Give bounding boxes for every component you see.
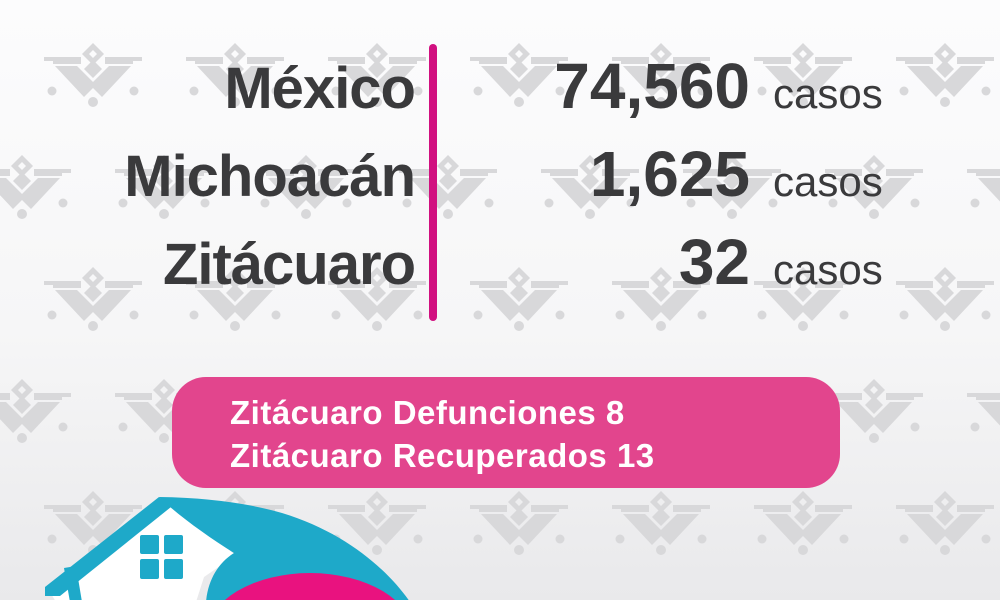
aztec-emblem-icon xyxy=(611,490,711,556)
aztec-emblem-icon xyxy=(0,490,1,556)
aztec-emblem-icon xyxy=(753,266,853,332)
aztec-emblem-icon xyxy=(469,490,569,556)
aztec-emblem-icon xyxy=(895,490,995,556)
aztec-emblem-icon xyxy=(43,42,143,108)
aztec-emblem-icon xyxy=(327,42,427,108)
aztec-emblem-icon xyxy=(540,154,640,220)
aztec-emblem-icon xyxy=(753,42,853,108)
house-window xyxy=(140,535,183,579)
stat-row-zitacuaro: Zitácuaro 32 casos xyxy=(0,218,1000,306)
aztec-emblem-icon xyxy=(469,266,569,332)
aztec-emblem-icon xyxy=(43,266,143,332)
cases-value: 1,625 xyxy=(589,138,750,210)
banner-line-recuperados: Zitácuaro Recuperados 13 xyxy=(230,437,655,474)
cases-value: 74,560 xyxy=(554,50,750,122)
aztec-emblem-icon xyxy=(327,266,427,332)
cases-unit: casos xyxy=(773,158,883,205)
region-label: Zitácuaro xyxy=(162,232,416,297)
stat-row-michoacan: Michoacán 1,625 casos xyxy=(0,130,1000,218)
aztec-emblem-icon xyxy=(753,490,853,556)
aztec-emblem-icon xyxy=(895,266,995,332)
cases-unit: casos xyxy=(773,70,883,117)
aztec-emblem-icon xyxy=(469,42,569,108)
aztec-emblem-icon xyxy=(611,266,711,332)
house-icon xyxy=(45,497,409,600)
region-label: Michoacán xyxy=(124,144,416,209)
house-roof-swoosh xyxy=(159,497,409,600)
aztec-emblem-icon xyxy=(611,42,711,108)
aztec-emblem-icon xyxy=(114,154,214,220)
cases-value: 32 xyxy=(678,226,750,298)
aztec-emblem-icon xyxy=(966,154,1000,220)
divider-line xyxy=(429,44,437,321)
aztec-emblem-icon xyxy=(0,154,72,220)
aztec-emblem-icon xyxy=(185,266,285,332)
summary-banner: Zitácuaro Defunciones 8 Zitácuaro Recupe… xyxy=(172,377,840,488)
cases-unit: casos xyxy=(773,246,883,293)
aztec-emblem-icon xyxy=(256,154,356,220)
aztec-emblem-icon xyxy=(185,42,285,108)
aztec-emblem-icon xyxy=(824,154,924,220)
aztec-emblem-icon xyxy=(682,154,782,220)
stat-row-mexico: México 74,560 casos xyxy=(0,42,1000,130)
case-stats: México 74,560 casos Michoacán 1,625 casos Zi… xyxy=(0,42,1000,306)
house-post xyxy=(64,566,82,600)
pink-circle xyxy=(225,573,395,600)
aztec-emblem-icon xyxy=(895,42,995,108)
house-illustration xyxy=(20,480,450,600)
aztec-emblem-icon xyxy=(0,378,72,444)
aztec-emblem-icon xyxy=(966,378,1000,444)
region-label: México xyxy=(224,56,416,121)
banner-line-defunciones: Zitácuaro Defunciones 8 xyxy=(230,394,625,431)
